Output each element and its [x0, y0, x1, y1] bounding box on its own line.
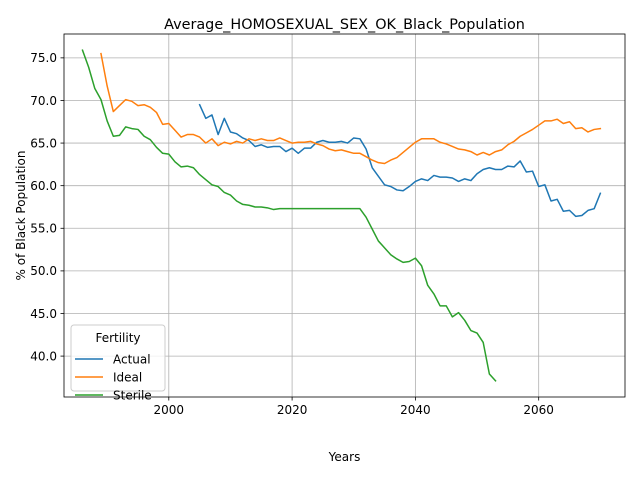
x-tick-label: 2020 [277, 403, 308, 417]
y-axis-ticks: 40.0 45.0 50.0 55.0 60.0 65.0 70.0 75.0 [30, 51, 64, 363]
x-axis-ticks: 2000 2020 2040 2060 [154, 397, 554, 417]
plot-frame [63, 33, 626, 398]
series-line-ideal [100, 52, 602, 165]
series-lines [81, 49, 602, 382]
legend-items: Actual Ideal Sterile [75, 352, 152, 402]
legend: Fertility Actual Ideal Sterile [70, 324, 166, 402]
legend-label-sterile: Sterile [113, 388, 152, 402]
legend-label-actual: Actual [113, 352, 151, 366]
x-tick-label: 2060 [523, 403, 554, 417]
y-tick-label: 75.0 [30, 51, 57, 65]
y-tick-label: 60.0 [30, 179, 57, 193]
series-line-actual [198, 103, 602, 218]
y-tick-label: 45.0 [30, 307, 57, 321]
legend-title: Fertility [95, 331, 140, 345]
y-tick-label: 65.0 [30, 136, 57, 150]
x-tick-label: 2000 [154, 403, 185, 417]
legend-label-ideal: Ideal [113, 370, 142, 384]
y-tick-label: 55.0 [30, 222, 57, 236]
y-axis-title: % of Black Population [14, 151, 28, 281]
grid-lines [64, 34, 625, 397]
y-tick-label: 70.0 [30, 94, 57, 108]
x-tick-label: 2040 [400, 403, 431, 417]
chart-title: Average_HOMOSEXUAL_SEX_OK_Black_Populati… [164, 17, 525, 33]
legend-box [70, 324, 166, 392]
x-axis-title: Years [328, 450, 361, 464]
y-tick-label: 40.0 [30, 349, 57, 363]
y-tick-label: 50.0 [30, 264, 57, 278]
series-line-sterile [81, 49, 497, 382]
